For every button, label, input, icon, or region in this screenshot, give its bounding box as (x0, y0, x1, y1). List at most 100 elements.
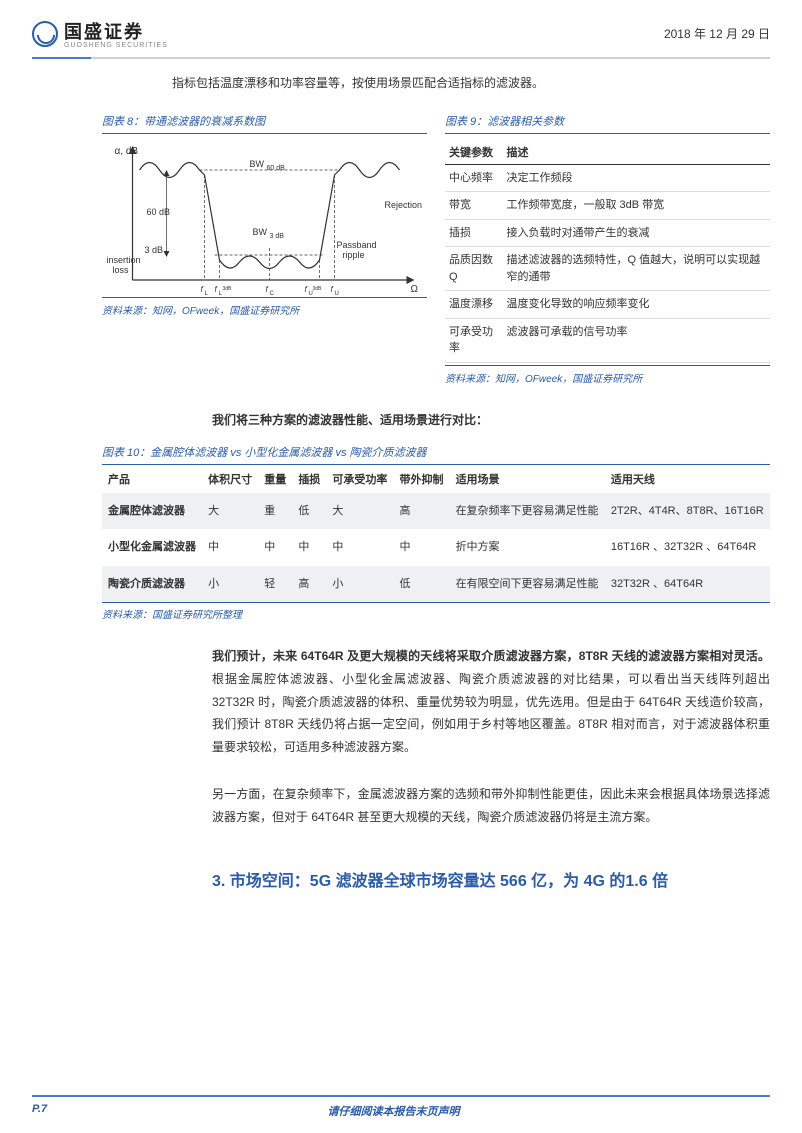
intro-paragraph: 指标包括温度漂移和功率容量等，按使用场景匹配合适指标的滤波器。 (172, 73, 770, 95)
svg-text:L: L (205, 291, 209, 295)
logo-subtext: GUOSHENG SECURITIES (64, 42, 168, 49)
table-cell: 大 (326, 493, 393, 530)
table-cell: 大 (202, 493, 258, 530)
paragraph-1: 我们预计，未来 64T64R 及更大规模的天线将采取介质滤波器方案，8T8R 天… (212, 645, 770, 759)
svg-text:3dB: 3dB (223, 286, 233, 292)
table-cell: 中 (393, 529, 449, 566)
table-row: 插损接入负载时对通带产生的衰减 (445, 219, 770, 247)
figure-9: 图表 9：滤波器相关参数 关键参数 描述 中心频率决定工作频段带宽工作频带宽度，… (445, 109, 770, 385)
table-cell: 小型化金属滤波器 (102, 529, 202, 566)
paragraph-1-rest: 根据金属腔体滤波器、小型化金属滤波器、陶瓷介质滤波器的对比结果，可以看出当天线阵… (212, 672, 770, 754)
logo-icon (32, 21, 58, 47)
figure-10-caption: 图表 10：金属腔体滤波器 vs 小型化金属滤波器 vs 陶瓷介质滤波器 (102, 440, 770, 465)
table-cell: 轻 (258, 566, 292, 603)
header-date: 2018 年 12 月 29 日 (664, 25, 770, 42)
comparison-table: 产品体积尺寸重量插损可承受功率带外抑制适用场景适用天线 金属腔体滤波器大重低大高… (102, 465, 770, 603)
table-header: 插损 (292, 465, 326, 493)
table-cell: 小 (326, 566, 393, 603)
svg-text:BW: BW (253, 227, 268, 237)
svg-text:f: f (331, 285, 334, 294)
table-cell: 2T2R、4T4R、8T8R、16T16R (605, 493, 770, 530)
table-header: 重量 (258, 465, 292, 493)
table-row: 带宽工作频带宽度，一般取 3dB 带宽 (445, 192, 770, 220)
svg-text:loss: loss (113, 265, 130, 275)
table-cell: 中 (202, 529, 258, 566)
paragraph-1-lead: 我们预计，未来 64T64R 及更大规模的天线将采取介质滤波器方案，8T8R 天… (212, 649, 770, 663)
table-row: 可承受功率滤波器可承载的信号功率 (445, 318, 770, 362)
table-cell: 在复杂频率下更容易满足性能 (450, 493, 605, 530)
table-cell: 中 (326, 529, 393, 566)
attenuation-chart: α, dB Ω BW60 dB BW3 dB 60 dB (102, 140, 427, 295)
table-cell: 决定工作频段 (502, 164, 770, 192)
table-cell: 品质因数 Q (445, 247, 502, 291)
table-cell: 陶瓷介质滤波器 (102, 566, 202, 603)
table-cell: 描述滤波器的选频特性，Q 值越大，说明可以实现越窄的通带 (502, 247, 770, 291)
figure-9-caption: 图表 9：滤波器相关参数 (445, 109, 770, 134)
figure-row: 图表 8：带通滤波器的衰减系数图 α, dB Ω (102, 109, 770, 385)
table-cell: 滤波器可承载的信号功率 (502, 318, 770, 362)
page-number: P.7 (32, 1103, 47, 1119)
table-cell: 折中方案 (450, 529, 605, 566)
svg-text:Rejection: Rejection (385, 200, 423, 210)
table-header: 带外抑制 (393, 465, 449, 493)
svg-text:f: f (305, 285, 308, 294)
table-cell: 重 (258, 493, 292, 530)
table-header: 产品 (102, 465, 202, 493)
svg-text:α, dB: α, dB (115, 146, 139, 157)
table-header: 体积尺寸 (202, 465, 258, 493)
figure-9-source: 资料来源：知网，OFweek，国盛证券研究所 (445, 365, 770, 385)
table-cell: 可承受功率 (445, 318, 502, 362)
table-cell: 金属腔体滤波器 (102, 493, 202, 530)
table-row: 品质因数 Q描述滤波器的选频特性，Q 值越大，说明可以实现越窄的通带 (445, 247, 770, 291)
figure-8-source: 资料来源：知网，OFweek，国盛证券研究所 (102, 297, 427, 317)
svg-text:Ω: Ω (411, 284, 419, 295)
footer-divider (32, 1095, 770, 1097)
page-footer: P.7 请仔细阅读本报告末页声明 (0, 1095, 802, 1119)
header-divider (32, 57, 770, 59)
svg-text:60 dB: 60 dB (267, 165, 286, 172)
table-cell: 中心频率 (445, 164, 502, 192)
table-header: 适用场景 (450, 465, 605, 493)
param-th-key: 关键参数 (445, 140, 502, 165)
figure-8-caption: 图表 8：带通滤波器的衰减系数图 (102, 109, 427, 134)
svg-text:f: f (215, 285, 218, 294)
param-th-desc: 描述 (502, 140, 770, 165)
table-cell: 小 (202, 566, 258, 603)
table-cell: 32T32R 、64T64R (605, 566, 770, 603)
table-header: 适用天线 (605, 465, 770, 493)
table-cell: 带宽 (445, 192, 502, 220)
parameter-table: 关键参数 描述 中心频率决定工作频段带宽工作频带宽度，一般取 3dB 带宽插损接… (445, 140, 770, 363)
figure-8: 图表 8：带通滤波器的衰减系数图 α, dB Ω (102, 109, 427, 385)
figure-10-source: 资料来源：国盛证券研究所整理 (102, 602, 770, 621)
table-cell: 高 (292, 566, 326, 603)
svg-text:Passband: Passband (337, 240, 377, 250)
svg-text:U: U (335, 291, 339, 295)
compare-intro: 我们将三种方案的滤波器性能、适用场景进行对比： (212, 411, 770, 428)
table-cell: 中 (258, 529, 292, 566)
table-cell: 低 (292, 493, 326, 530)
paragraph-2: 另一方面，在复杂频率下，金属滤波器方案的选频和带外抑制性能更佳，因此未来会根据具… (212, 783, 770, 829)
table-row: 陶瓷介质滤波器小轻高小低在有限空间下更容易满足性能32T32R 、64T64R (102, 566, 770, 603)
table-cell: 接入负载时对通带产生的衰减 (502, 219, 770, 247)
table-cell: 插损 (445, 219, 502, 247)
table-row: 小型化金属滤波器中中中中中折中方案16T16R 、32T32R 、64T64R (102, 529, 770, 566)
table-cell: 中 (292, 529, 326, 566)
svg-text:3 dB: 3 dB (270, 233, 285, 240)
table-cell: 工作频带宽度，一般取 3dB 带宽 (502, 192, 770, 220)
footer-disclaimer: 请仔细阅读本报告末页声明 (47, 1103, 740, 1119)
table-header: 可承受功率 (326, 465, 393, 493)
svg-text:f: f (266, 285, 269, 294)
table-cell: 温度变化导致的响应频率变化 (502, 291, 770, 319)
table-cell: 温度漂移 (445, 291, 502, 319)
svg-text:3dB: 3dB (313, 286, 323, 292)
svg-text:insertion: insertion (107, 255, 141, 265)
table-cell: 在有限空间下更容易满足性能 (450, 566, 605, 603)
page-header: 国盛证券 GUOSHENG SECURITIES 2018 年 12 月 29 … (0, 0, 802, 57)
svg-text:BW: BW (250, 159, 265, 169)
table-cell: 低 (393, 566, 449, 603)
section-3-heading: 3. 市场空间：5G 滤波器全球市场容量达 566 亿，为 4G 的1.6 倍 (212, 869, 770, 895)
svg-text:3 dB: 3 dB (145, 245, 164, 255)
svg-text:ripple: ripple (343, 250, 365, 260)
table-cell: 16T16R 、32T32R 、64T64R (605, 529, 770, 566)
logo-block: 国盛证券 GUOSHENG SECURITIES (32, 18, 168, 49)
